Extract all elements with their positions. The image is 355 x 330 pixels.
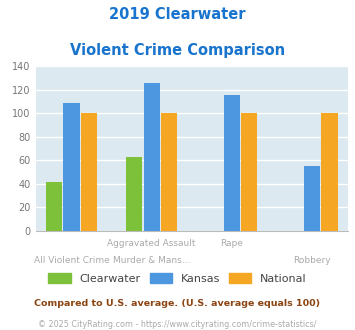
Text: Robbery: Robbery (293, 256, 331, 265)
Bar (46, 182, 62, 231)
Bar (304, 166, 320, 231)
Bar (64, 103, 80, 231)
Text: 2019 Clearwater: 2019 Clearwater (109, 7, 246, 21)
Text: Violent Crime Comparison: Violent Crime Comparison (70, 43, 285, 58)
Bar (241, 113, 257, 231)
Text: Rape: Rape (220, 239, 243, 248)
Bar (224, 95, 240, 231)
Text: © 2025 CityRating.com - https://www.cityrating.com/crime-statistics/: © 2025 CityRating.com - https://www.city… (38, 320, 317, 329)
Text: Compared to U.S. average. (U.S. average equals 100): Compared to U.S. average. (U.S. average … (34, 299, 321, 308)
Bar (81, 113, 97, 231)
Legend: Clearwater, Kansas, National: Clearwater, Kansas, National (45, 270, 310, 287)
Text: All Violent Crime: All Violent Crime (34, 256, 109, 265)
Bar (161, 113, 178, 231)
Text: Murder & Mans...: Murder & Mans... (113, 256, 190, 265)
Bar (143, 82, 160, 231)
Text: Aggravated Assault: Aggravated Assault (108, 239, 196, 248)
Bar (126, 157, 142, 231)
Bar (321, 113, 338, 231)
